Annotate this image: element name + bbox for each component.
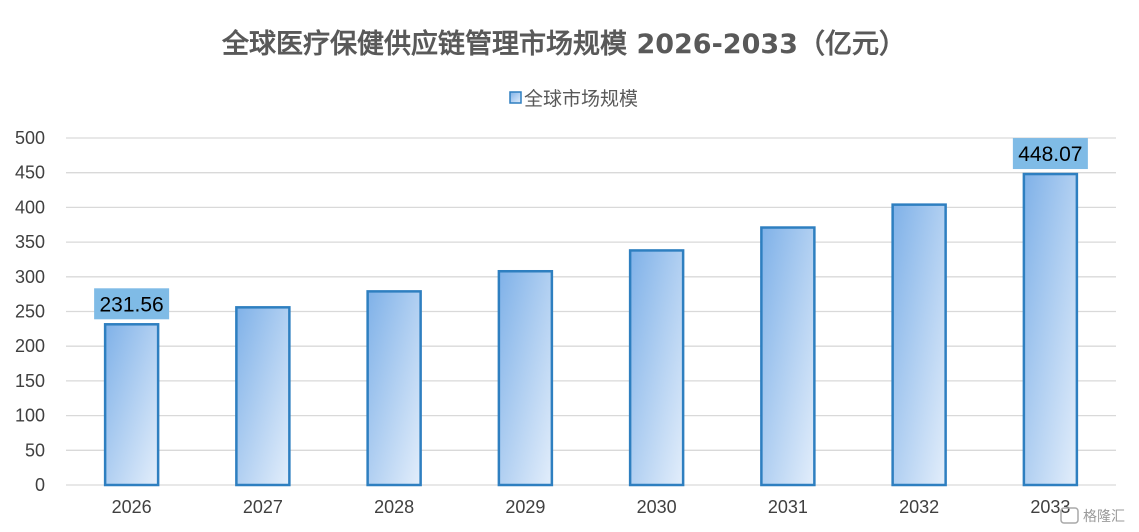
watermark: 格隆汇 bbox=[1060, 507, 1125, 525]
x-tick-label: 2027 bbox=[243, 497, 283, 517]
data-label: 448.07 bbox=[1018, 143, 1082, 166]
chart-title: 全球医疗保健供应链管理市场规模 2026-2033（亿元） bbox=[221, 28, 906, 60]
x-tick-label: 2030 bbox=[637, 497, 677, 517]
y-tick-label: 250 bbox=[15, 302, 45, 322]
bars bbox=[103, 172, 1079, 487]
x-axis-ticks: 2026 2027 2028 2029 2030 2031 2032 2033 bbox=[112, 497, 1071, 517]
legend-swatch bbox=[509, 91, 522, 104]
bar bbox=[366, 290, 422, 487]
bar bbox=[760, 226, 816, 487]
y-tick-label: 350 bbox=[15, 232, 45, 252]
legend-label: 全球市场规模 bbox=[524, 88, 638, 110]
data-label-background bbox=[94, 288, 170, 320]
y-tick-label: 150 bbox=[15, 371, 45, 391]
x-tick-label: 2031 bbox=[768, 497, 808, 517]
y-tick-label: 100 bbox=[15, 406, 45, 426]
watermark-logo-icon bbox=[1060, 507, 1079, 524]
data-label: 231.56 bbox=[100, 293, 164, 316]
data-label-background bbox=[1012, 138, 1088, 170]
y-tick-label: 200 bbox=[15, 336, 45, 356]
y-tick-label: 0 bbox=[35, 475, 45, 495]
y-tick-label: 300 bbox=[15, 267, 45, 287]
bar bbox=[1022, 172, 1079, 487]
y-tick-label: 450 bbox=[15, 163, 45, 183]
x-tick-label: 2033 bbox=[1030, 497, 1070, 517]
x-tick-label: 2032 bbox=[899, 497, 939, 517]
y-tick-label: 50 bbox=[25, 440, 45, 460]
y-tick-label: 500 bbox=[15, 128, 45, 148]
x-tick-label: 2028 bbox=[374, 497, 414, 517]
watermark-text: 格隆汇 bbox=[1083, 509, 1125, 525]
y-axis-ticks: 0 50 100 150 200 250 300 350 400 450 500 bbox=[15, 128, 45, 495]
data-labels: 231.56 448.07 bbox=[94, 138, 1088, 320]
bar bbox=[103, 323, 160, 487]
bar bbox=[497, 269, 554, 487]
y-tick-label: 400 bbox=[15, 197, 45, 217]
bar bbox=[891, 203, 947, 487]
gridlines bbox=[66, 137, 1116, 486]
x-tick-label: 2029 bbox=[505, 497, 545, 517]
bar bbox=[628, 249, 685, 487]
bar bbox=[235, 306, 291, 487]
legend: 全球市场规模 bbox=[509, 88, 638, 110]
x-tick-label: 2026 bbox=[112, 497, 152, 517]
